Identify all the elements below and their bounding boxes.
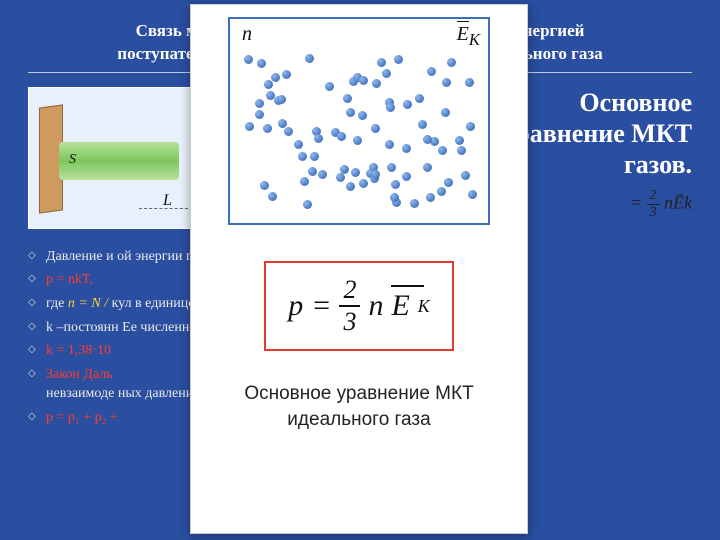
particle-dot [255, 110, 264, 119]
equation-panel: p = 2 3 n EK [264, 261, 454, 351]
particle-dot [385, 140, 394, 149]
particle-dot [466, 122, 475, 131]
particle-dot [402, 172, 411, 181]
particle-dot [387, 163, 396, 172]
particle-dot [415, 94, 424, 103]
particle-dot [318, 170, 327, 179]
particle-dot [244, 55, 253, 64]
particle-dot [386, 103, 395, 112]
particle-dot [402, 144, 411, 153]
particle-dot [268, 192, 277, 201]
particle-dot [427, 67, 436, 76]
particle-dot [390, 193, 399, 202]
main-equation: p = 2 3 n EK [288, 277, 430, 335]
particle-dot [264, 80, 273, 89]
panel1-n-label: n [242, 23, 252, 46]
particle-dot [444, 178, 453, 187]
ek-E-bar: E [457, 23, 469, 46]
particle-dot [277, 95, 286, 104]
particle-dot [310, 152, 319, 161]
particle-dot [403, 100, 412, 109]
particle-dot [263, 124, 272, 133]
particle-dot [372, 79, 381, 88]
eq-frac-den: 3 [650, 205, 657, 221]
panel1-ek-label: EK [457, 23, 480, 50]
eq-frac: 2 3 [647, 188, 660, 221]
particle-dot [423, 163, 432, 172]
particle-dot [343, 94, 352, 103]
particle-dot [377, 58, 386, 67]
particle-dot [284, 127, 293, 136]
eq-Ebar: E [391, 289, 409, 323]
particle-dot [303, 200, 312, 209]
particle-dot [260, 181, 269, 190]
particle-dot [305, 54, 314, 63]
particle-dot [308, 167, 317, 176]
particle-dot [359, 76, 368, 85]
particle-dot [437, 187, 446, 196]
cylinder-shape [59, 142, 179, 180]
particle-dot [351, 168, 360, 177]
particle-dot [257, 59, 266, 68]
ek-K: K [469, 30, 480, 49]
particle-dot [245, 122, 254, 131]
eq-equals: = [311, 289, 331, 323]
particle-dot [461, 171, 470, 180]
overlay-caption: Основное уравнение МКТидеального газа [244, 381, 473, 432]
eq-E: E [391, 289, 409, 322]
particle-dot [346, 182, 355, 191]
particles-panel: n EK [228, 17, 490, 225]
eq-p: p [288, 289, 303, 323]
particle-dot [278, 119, 287, 128]
eq-K: K [418, 296, 430, 317]
particle-dot [358, 111, 367, 120]
particle-dot [465, 78, 474, 87]
particle-dot [300, 177, 309, 186]
eq-main-frac: 2 3 [339, 277, 360, 335]
particle-dot [371, 124, 380, 133]
particle-dot [314, 134, 323, 143]
particle-dot [382, 69, 391, 78]
eq-frac-num: 2 [647, 188, 660, 205]
particle-dot [346, 108, 355, 117]
particle-dot [455, 136, 464, 145]
particle-dot [441, 108, 450, 117]
ek-E: E [457, 23, 469, 45]
particle-dot [418, 120, 427, 129]
particle-dot [298, 152, 307, 161]
particle-dot [391, 180, 400, 189]
particle-dot [336, 173, 345, 182]
particle-dot [447, 58, 456, 67]
dot-field [240, 49, 478, 213]
particle-dot [271, 73, 280, 82]
particle-dot [282, 70, 291, 79]
particle-dot [394, 55, 403, 64]
particle-dot [294, 140, 303, 149]
eq-tail: nĒk [664, 193, 692, 213]
particle-dot [325, 82, 334, 91]
particle-dot [371, 170, 380, 179]
label-S: S [69, 152, 76, 168]
eq-main-num: 2 [339, 277, 360, 307]
particle-dot [468, 190, 477, 199]
eq-main-den: 3 [343, 307, 356, 335]
particle-dot [337, 132, 346, 141]
eq-n: n [368, 289, 383, 323]
particle-dot [410, 199, 419, 208]
particle-dot [255, 99, 264, 108]
particle-dot [359, 179, 368, 188]
particle-dot [426, 193, 435, 202]
overlay-figure: n EK p = 2 3 n EK Основное уравнение МКТ… [190, 4, 528, 534]
particle-dot [457, 146, 466, 155]
particle-dot [442, 78, 451, 87]
eq-prefix: = [630, 193, 647, 213]
particle-dot [438, 146, 447, 155]
particle-dot [353, 136, 362, 145]
